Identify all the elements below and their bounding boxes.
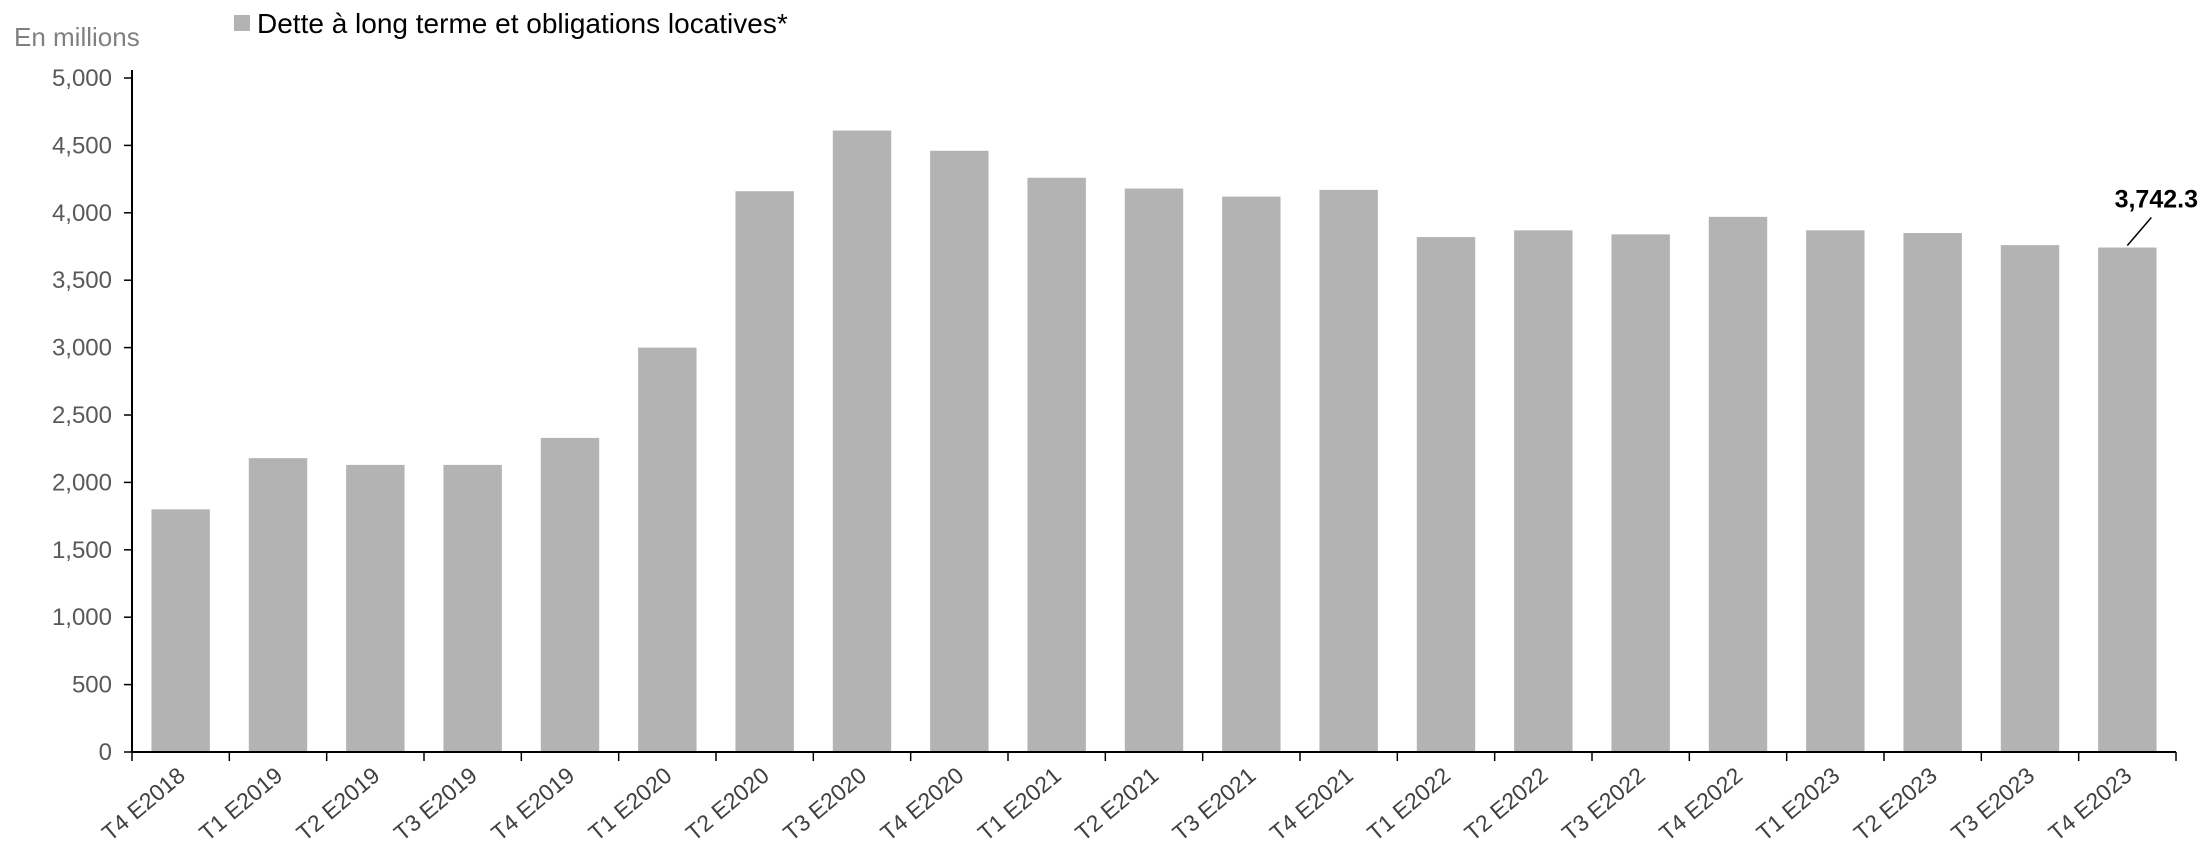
x-tick-label: T1 E2021 (973, 762, 1066, 846)
x-tick-label: T1 E2019 (194, 762, 287, 846)
bar (1514, 230, 1573, 753)
y-tick-label: 3,000 (52, 335, 112, 362)
y-tick-label: 2,500 (52, 402, 112, 429)
x-tick-label: T2 E2021 (1070, 762, 1163, 846)
bars (151, 130, 2157, 753)
bar (2000, 245, 2060, 753)
x-tick-label: T4 E2022 (1654, 762, 1747, 846)
bar (1416, 237, 1476, 753)
x-tick-label: T3 E2019 (389, 762, 482, 846)
x-tick-label: T4 E2019 (486, 762, 579, 846)
bar (1027, 177, 1086, 752)
bar (1124, 188, 1184, 752)
x-tick-label: T4 E2021 (1265, 762, 1358, 846)
x-tick-label: T4 E2020 (875, 762, 968, 846)
bar (151, 509, 210, 752)
x-tick-label: T2 E2022 (1459, 762, 1552, 846)
legend: Dette à long terme et obligations locati… (234, 8, 788, 39)
bar (638, 347, 697, 752)
x-tick-label: T3 E2023 (1946, 762, 2039, 846)
y-axis-ticks: 0 500 1,000 1,500 2,000 2,500 3,000 3,500 4,000 4… (52, 65, 132, 766)
data-label-leader (2126, 217, 2152, 247)
y-tick-label: 3,500 (52, 267, 112, 294)
axes (131, 70, 2177, 761)
x-tick-label: T1 E2022 (1362, 762, 1455, 846)
x-tick-label: T2 E2020 (681, 762, 774, 846)
x-tick-label: T4 E2023 (2043, 762, 2136, 846)
data-label: 3,742.3 (2115, 186, 2198, 214)
x-tick-label: T3 E2020 (778, 762, 871, 846)
bar (832, 130, 892, 752)
x-axis-labels: T4 E2018 T1 E2019 T2 E2019 T3 E2019 T4 E2019… (97, 762, 2137, 846)
bar (443, 464, 502, 752)
y-tick-label: 4,000 (52, 200, 112, 227)
y-tick-label: 0 (99, 739, 112, 766)
bar (1319, 189, 1378, 752)
y-tick-label: 2,000 (52, 469, 112, 496)
y-tick-label: 500 (72, 672, 112, 699)
x-tick-label: T1 E2023 (1751, 762, 1844, 846)
x-tick-label: T2 E2023 (1849, 762, 1942, 846)
annotations: 3,742.3 (2115, 186, 2198, 247)
x-tick-label: T4 E2018 (97, 762, 190, 846)
bar (540, 437, 600, 752)
bar (1903, 233, 1962, 752)
bar (248, 458, 308, 752)
y-tick-label: 1,500 (52, 537, 112, 564)
bar (346, 464, 405, 752)
y-axis-unit-label: En millions (14, 22, 140, 52)
y-tick-label: 4,500 (52, 132, 112, 159)
x-tick-label: T3 E2022 (1557, 762, 1650, 846)
bar (735, 191, 794, 752)
x-tick-label: T1 E2020 (583, 762, 676, 846)
bar (1806, 230, 1865, 753)
bar (1222, 196, 1281, 752)
bar (930, 150, 989, 753)
x-tick-label: T3 E2021 (1167, 762, 1260, 846)
legend-swatch (234, 15, 250, 31)
bar (1611, 234, 1670, 753)
bar (1708, 216, 1768, 752)
legend-entry-label: Dette à long terme et obligations locati… (257, 8, 788, 39)
x-tick-label: T2 E2019 (291, 762, 384, 846)
bar (2098, 247, 2157, 752)
y-tick-label: 1,000 (52, 604, 112, 631)
y-tick-label: 5,000 (52, 65, 112, 92)
